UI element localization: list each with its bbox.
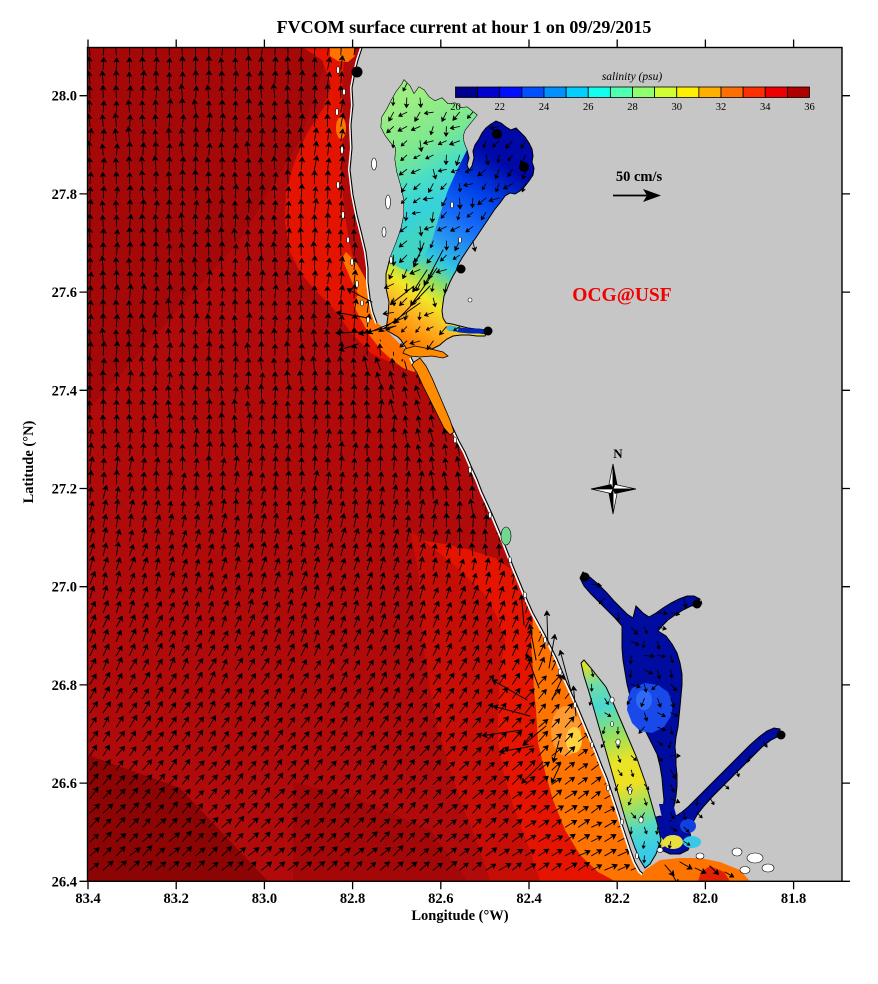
svg-text:82.6: 82.6 — [428, 891, 453, 907]
svg-text:27.8: 27.8 — [52, 187, 77, 203]
svg-text:28: 28 — [627, 102, 638, 113]
svg-text:30: 30 — [672, 102, 683, 113]
svg-text:83.4: 83.4 — [75, 891, 100, 907]
svg-text:Longitude (°W): Longitude (°W) — [411, 908, 508, 924]
svg-text:34: 34 — [760, 102, 771, 113]
svg-text:26: 26 — [583, 102, 594, 113]
svg-text:50 cm/s: 50 cm/s — [616, 169, 663, 185]
svg-text:26.8: 26.8 — [52, 678, 77, 694]
svg-text:83.2: 83.2 — [164, 891, 189, 907]
svg-text:82.8: 82.8 — [340, 891, 365, 907]
svg-text:28.0: 28.0 — [52, 89, 77, 105]
svg-text:OCG@USF: OCG@USF — [572, 285, 671, 306]
svg-text:82.0: 82.0 — [693, 891, 718, 907]
svg-text:36: 36 — [804, 102, 815, 113]
svg-text:20: 20 — [450, 102, 461, 113]
svg-text:N: N — [613, 446, 623, 461]
svg-text:27.0: 27.0 — [52, 580, 77, 596]
svg-text:82.2: 82.2 — [605, 891, 630, 907]
svg-text:22: 22 — [495, 102, 506, 113]
svg-text:81.8: 81.8 — [781, 891, 806, 907]
svg-text:FVCOM surface current at hour: FVCOM surface current at hour 1 on 09/29… — [277, 17, 652, 37]
svg-text:82.4: 82.4 — [516, 891, 541, 907]
svg-text:salinity (psu): salinity (psu) — [602, 71, 663, 83]
svg-text:27.6: 27.6 — [52, 285, 77, 301]
svg-text:Latitude (°N): Latitude (°N) — [21, 420, 37, 503]
svg-text:26.6: 26.6 — [52, 776, 77, 792]
svg-text:24: 24 — [539, 102, 550, 113]
svg-text:27.2: 27.2 — [52, 482, 77, 498]
svg-text:27.4: 27.4 — [52, 383, 77, 399]
svg-text:26.4: 26.4 — [52, 874, 77, 890]
svg-text:83.0: 83.0 — [252, 891, 277, 907]
svg-text:32: 32 — [716, 102, 727, 113]
